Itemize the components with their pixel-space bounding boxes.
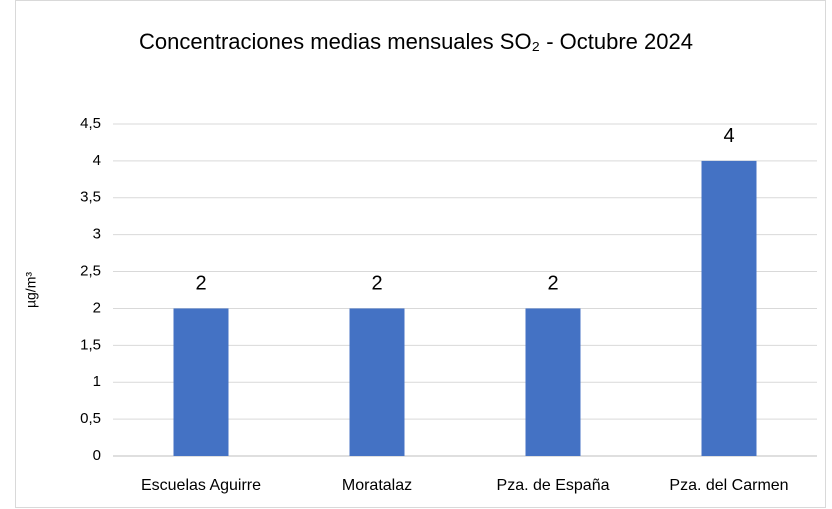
y-tick-label: 0,5 [80, 410, 101, 427]
data-label: 2 [371, 273, 382, 295]
bar [173, 308, 229, 456]
y-tick-label: 2 [93, 299, 101, 316]
chart-border [15, 0, 826, 508]
y-tick-label: 3,5 [80, 189, 101, 206]
y-tick-label: 1,5 [80, 336, 101, 353]
y-tick-label: 3 [93, 226, 101, 243]
x-tick-label: Escuelas Aguirre [141, 477, 261, 494]
bar [349, 308, 405, 456]
chart-title: Concentraciones medias mensuales SO₂ - O… [139, 29, 693, 54]
y-axis-label: µg/m³ [23, 272, 39, 308]
y-tick-label: 2,5 [80, 263, 101, 280]
y-tick-label: 1 [93, 373, 101, 390]
data-label: 4 [723, 125, 734, 147]
x-tick-label: Pza. de España [497, 477, 610, 494]
bar [525, 308, 581, 456]
bar [701, 160, 757, 456]
x-tick-label: Pza. del Carmen [669, 477, 788, 494]
x-tick-label: Moratalaz [342, 477, 412, 494]
y-tick-label: 0 [93, 447, 101, 464]
data-label: 2 [195, 273, 206, 295]
data-label: 2 [547, 273, 558, 295]
y-tick-label: 4 [93, 152, 101, 169]
y-tick-label: 4,5 [80, 115, 101, 132]
